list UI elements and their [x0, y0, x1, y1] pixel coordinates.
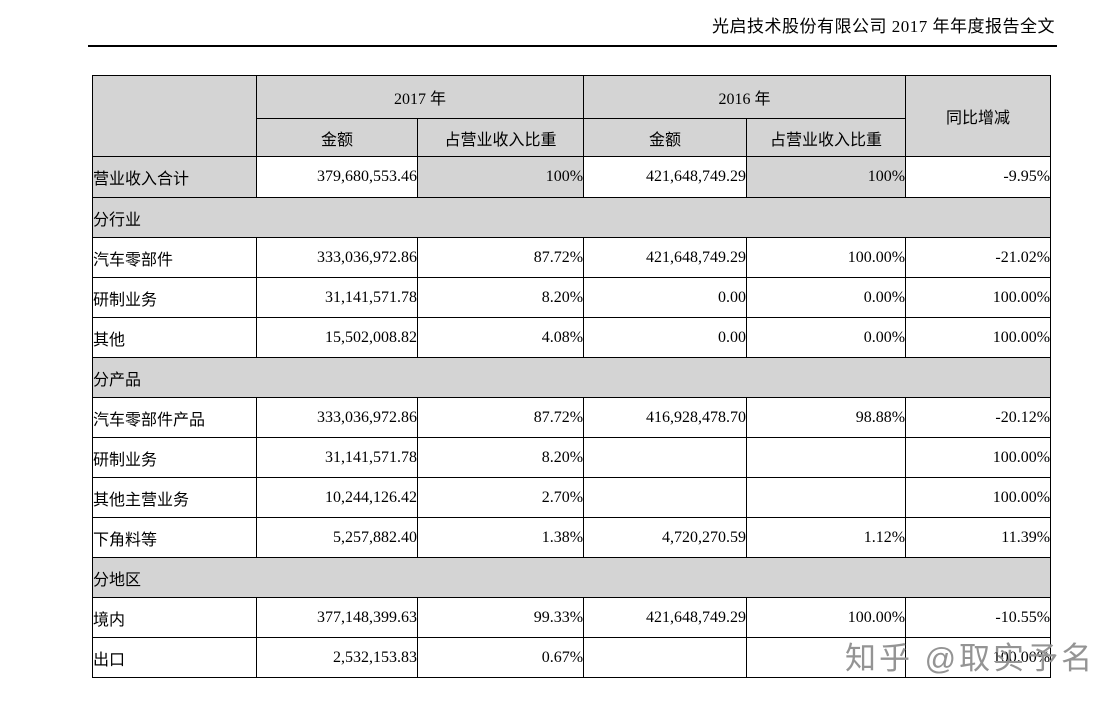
- yoy-cell: -20.12%: [905, 397, 1052, 438]
- table-row: 研制业务 31,141,571.78 8.20% 0.00 0.00% 100.00%: [92, 277, 1052, 318]
- yoy-cell: 100.00%: [905, 277, 1052, 318]
- table-row: 营业收入合计 379,680,553.46 100% 421,648,749.29 10…: [92, 156, 1052, 198]
- amount-2016-cell: [583, 437, 748, 478]
- row-label: 境内: [92, 597, 257, 638]
- table-header: 2017 年 2016 年 同比增减 金额 占营业收入比重 金额 占营业收入比重: [92, 75, 1052, 157]
- row-label: 营业收入合计: [92, 156, 257, 198]
- row-label: 汽车零部件: [92, 237, 257, 278]
- amount-2016-cell: [583, 637, 748, 678]
- proportion-2017-cell: 2.70%: [416, 477, 585, 518]
- row-label: 出口: [92, 637, 257, 678]
- year-2016-header: 2016 年: [583, 75, 907, 119]
- amount-2017-cell: 10,244,126.42: [256, 477, 418, 518]
- corner-cell: [92, 75, 257, 157]
- table-row: 下角料等 5,257,882.40 1.38% 4,720,270.59 1.12% 11…: [92, 517, 1052, 558]
- row-label: 研制业务: [92, 437, 257, 478]
- proportion-2017-cell: 100%: [416, 156, 585, 198]
- table-row: 汽车零部件产品 333,036,972.86 87.72% 416,928,478.7…: [92, 397, 1052, 438]
- proportion-2017-cell: 87.72%: [416, 237, 585, 278]
- amount-2016-cell: 4,720,270.59: [583, 517, 748, 558]
- table-row: 汽车零部件 333,036,972.86 87.72% 421,648,749.29 1…: [92, 237, 1052, 278]
- yoy-cell: -10.55%: [905, 597, 1052, 638]
- header-row-years: 2017 年 2016 年 同比增减: [92, 75, 1052, 157]
- proportion-2016-cell: 100.00%: [746, 237, 907, 278]
- amount-2017-cell: 15,502,008.82: [256, 317, 418, 358]
- amount-2016-cell: 0.00: [583, 277, 748, 318]
- yoy-cell: 100.00%: [905, 437, 1052, 478]
- table-body: 营业收入合计 379,680,553.46 100% 421,648,749.29 10…: [91, 156, 1052, 678]
- amount-2016-cell: [583, 477, 748, 518]
- yoy-header: 同比增减: [905, 75, 1052, 157]
- table-row: 出口 2,532,153.83 0.67% 100.00%: [92, 637, 1052, 678]
- proportion-2016-cell: 1.12%: [746, 517, 907, 558]
- amount-2016-header: 金额: [583, 118, 748, 157]
- proportion-2017-cell: 0.67%: [416, 637, 585, 678]
- section-row: 分地区: [91, 557, 1052, 598]
- year-2017-header: 2017 年: [255, 75, 585, 119]
- table-row: 其他主营业务 10,244,126.42 2.70% 100.00%: [92, 477, 1052, 518]
- row-label: 下角料等: [92, 517, 257, 558]
- table-row: 境内 377,148,399.63 99.33% 421,648,749.29 100.…: [92, 597, 1052, 638]
- proportion-2017-cell: 99.33%: [416, 597, 585, 638]
- proportion-2017-cell: 8.20%: [416, 437, 585, 478]
- amount-2017-cell: 2,532,153.83: [256, 637, 418, 678]
- proportion-2016-cell: 100.00%: [746, 597, 907, 638]
- yoy-cell: 100.00%: [905, 637, 1052, 678]
- section-label: 分地区: [91, 557, 1052, 598]
- proportion-2016-cell: [746, 437, 907, 478]
- proportion-2016-cell: 0.00%: [746, 277, 907, 318]
- amount-2017-cell: 31,141,571.78: [256, 277, 418, 318]
- row-label: 汽车零部件产品: [92, 397, 257, 438]
- amount-2016-cell: 416,928,478.70: [583, 397, 748, 438]
- section-label: 分产品: [91, 357, 1052, 398]
- table-row: 其他 15,502,008.82 4.08% 0.00 0.00% 100.00%: [92, 317, 1052, 358]
- yoy-cell: 11.39%: [905, 517, 1052, 558]
- yoy-cell: 100.00%: [905, 477, 1052, 518]
- yoy-cell: -9.95%: [905, 156, 1052, 198]
- proportion-2017-header: 占营业收入比重: [416, 118, 585, 157]
- amount-2016-cell: 421,648,749.29: [583, 156, 748, 198]
- proportion-2016-cell: [746, 637, 907, 678]
- row-label: 其他: [92, 317, 257, 358]
- proportion-2017-cell: 1.38%: [416, 517, 585, 558]
- amount-2017-cell: 377,148,399.63: [256, 597, 418, 638]
- amount-2016-cell: 0.00: [583, 317, 748, 358]
- amount-2017-cell: 5,257,882.40: [256, 517, 418, 558]
- yoy-cell: -21.02%: [905, 237, 1052, 278]
- row-label: 研制业务: [92, 277, 257, 318]
- amount-2016-cell: 421,648,749.29: [583, 597, 748, 638]
- row-label: 其他主营业务: [92, 477, 257, 518]
- revenue-breakdown-table: 2017 年 2016 年 同比增减 金额 占营业收入比重 金额 占营业收入比重…: [91, 75, 1052, 678]
- proportion-2017-cell: 4.08%: [416, 317, 585, 358]
- proportion-2016-cell: [746, 477, 907, 518]
- document-title: 光启技术股份有限公司 2017 年年度报告全文: [712, 17, 1055, 36]
- table-row: 研制业务 31,141,571.78 8.20% 100.00%: [92, 437, 1052, 478]
- section-row: 分行业: [91, 197, 1052, 238]
- amount-2017-cell: 379,680,553.46: [256, 156, 418, 198]
- amount-2017-header: 金额: [256, 118, 418, 157]
- section-row: 分产品: [91, 357, 1052, 398]
- proportion-2016-cell: 0.00%: [746, 317, 907, 358]
- amount-2017-cell: 333,036,972.86: [256, 237, 418, 278]
- document-header: 光启技术股份有限公司 2017 年年度报告全文: [88, 0, 1057, 47]
- section-label: 分行业: [91, 197, 1052, 238]
- proportion-2017-cell: 87.72%: [416, 397, 585, 438]
- amount-2016-cell: 421,648,749.29: [583, 237, 748, 278]
- header-row-subcolumns: 金额 占营业收入比重 金额 占营业收入比重: [93, 118, 1051, 157]
- proportion-2016-cell: 98.88%: [746, 397, 907, 438]
- proportion-2016-header: 占营业收入比重: [746, 118, 907, 157]
- amount-2017-cell: 31,141,571.78: [256, 437, 418, 478]
- amount-2017-cell: 333,036,972.86: [256, 397, 418, 438]
- proportion-2016-cell: 100%: [746, 156, 907, 198]
- yoy-cell: 100.00%: [905, 317, 1052, 358]
- proportion-2017-cell: 8.20%: [416, 277, 585, 318]
